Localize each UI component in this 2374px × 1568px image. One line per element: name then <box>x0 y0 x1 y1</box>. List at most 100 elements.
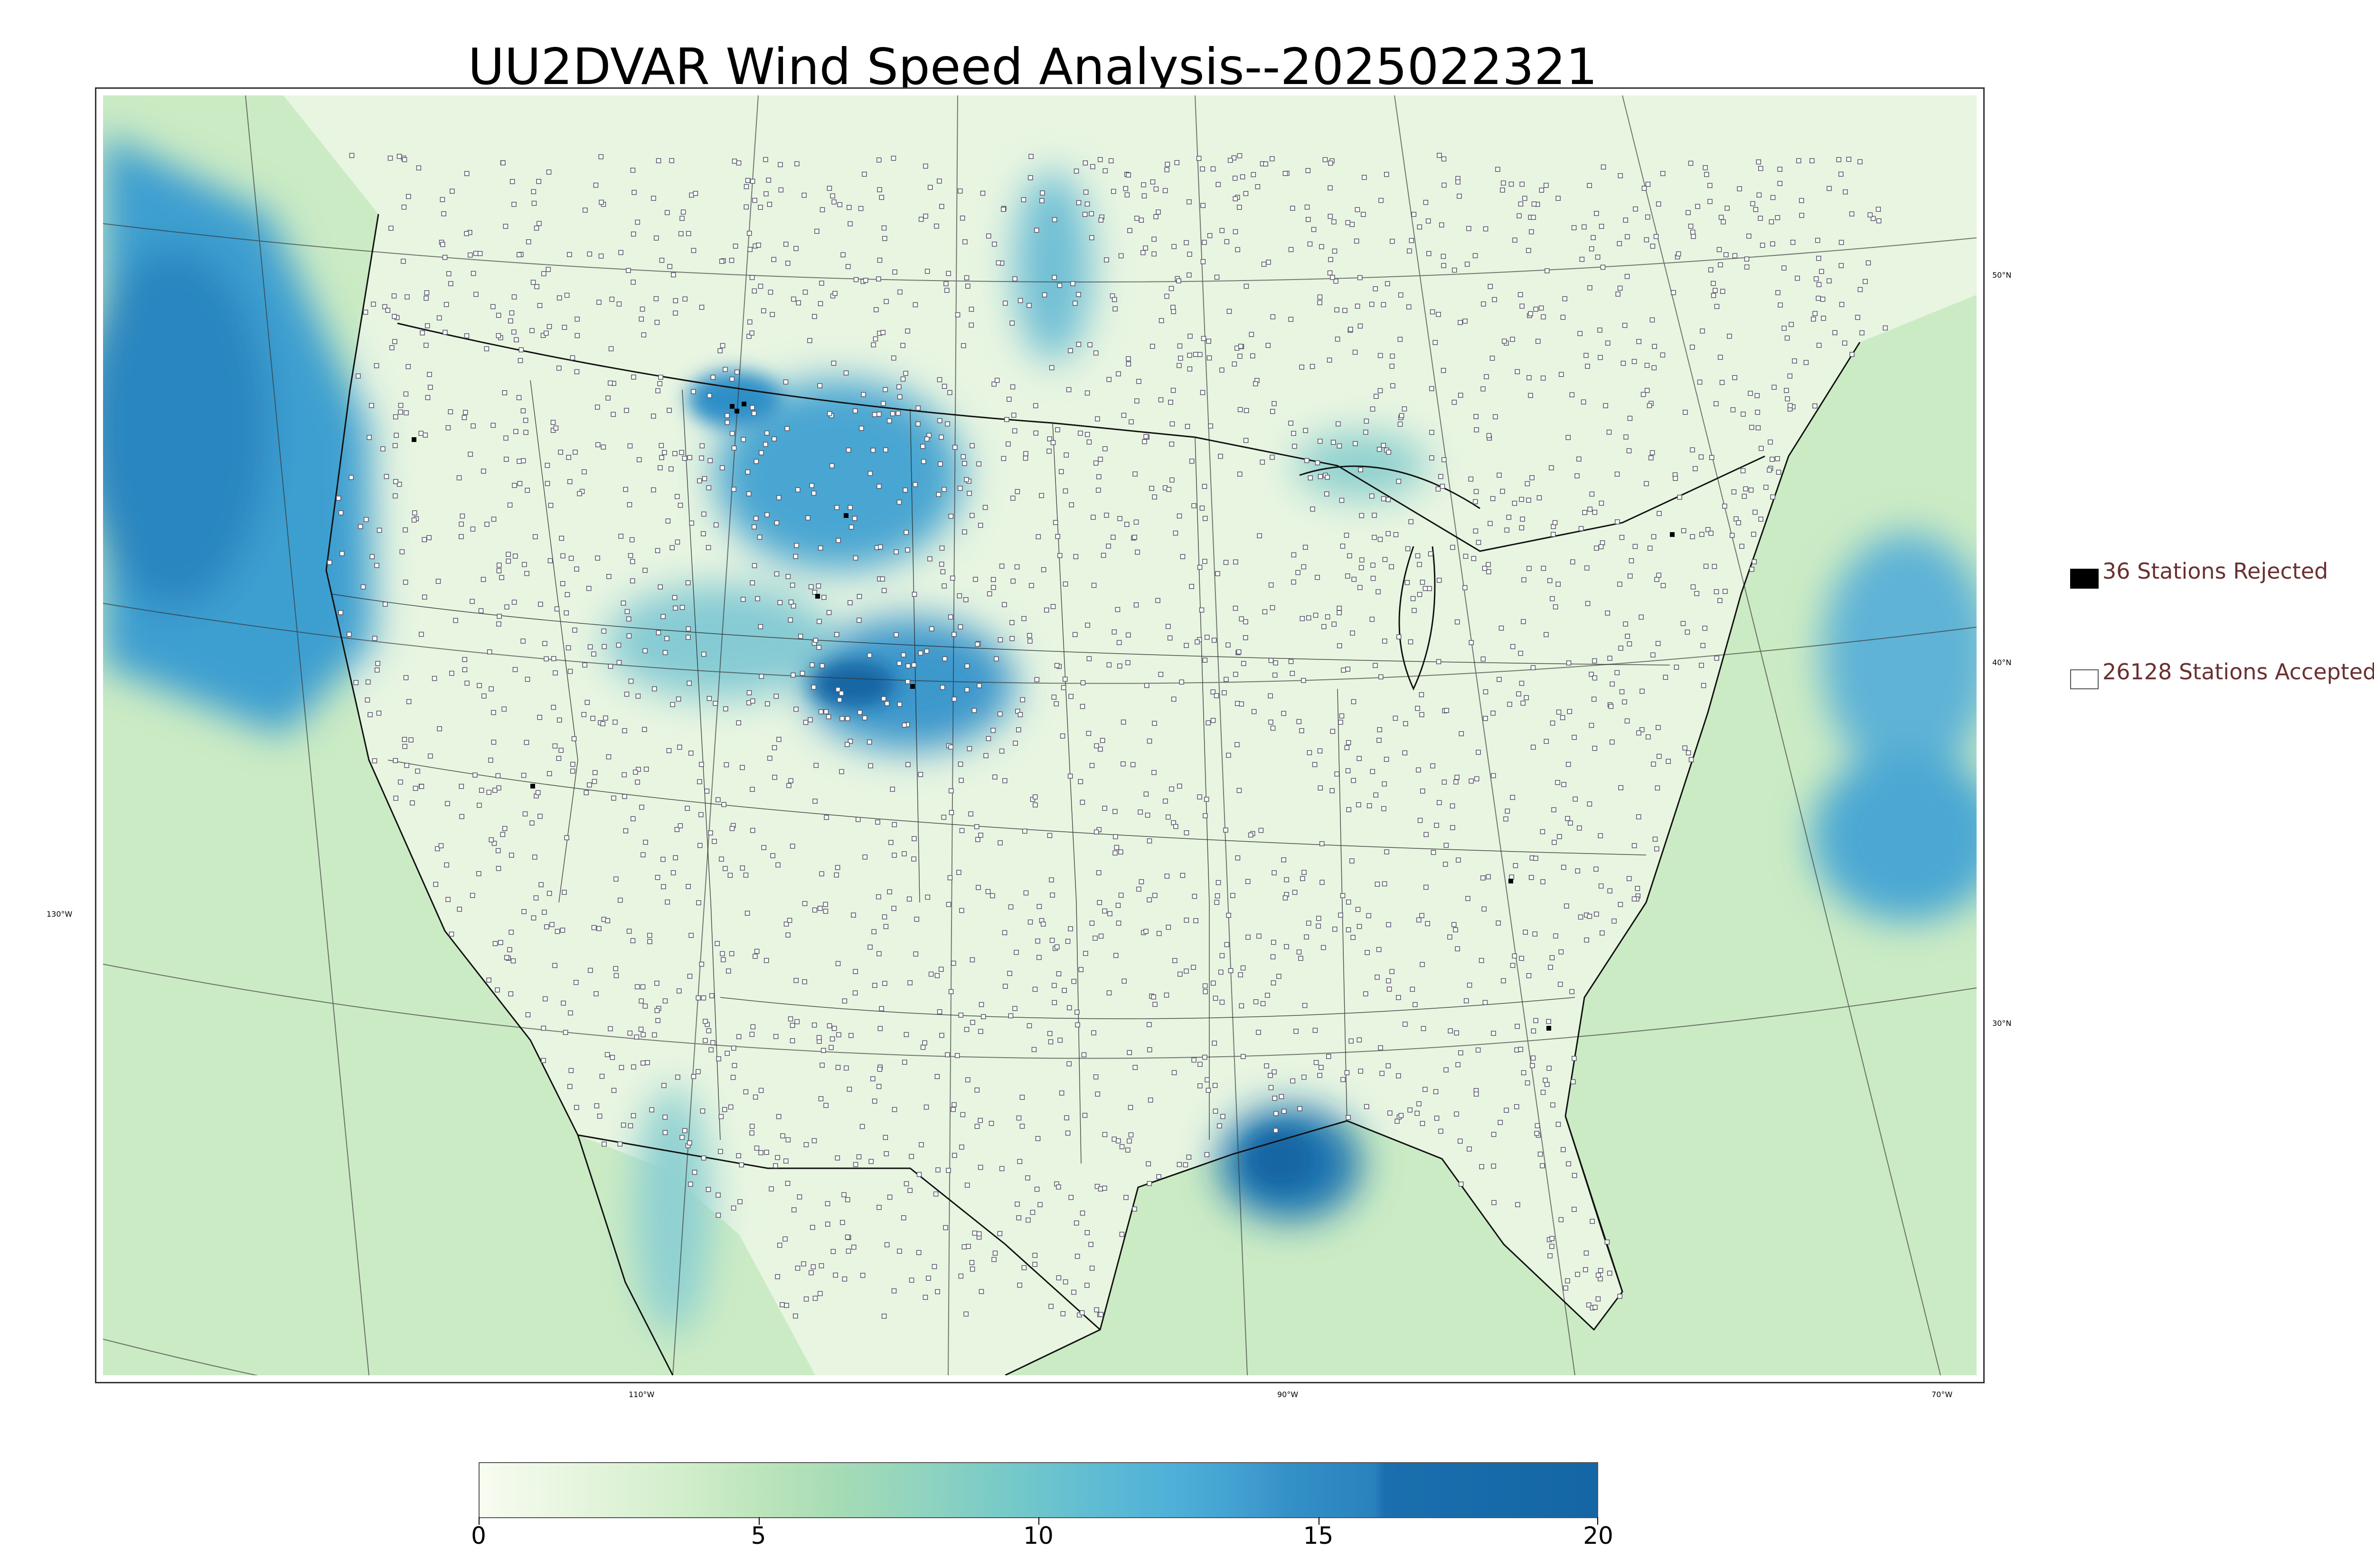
accepted-swatch <box>2070 669 2099 689</box>
station-accepted <box>553 670 558 676</box>
station-accepted <box>676 696 681 702</box>
station-accepted <box>939 545 945 551</box>
station-accepted <box>433 882 439 887</box>
station-accepted <box>1544 739 1549 744</box>
station-accepted <box>367 435 372 440</box>
station-accepted <box>823 909 829 914</box>
station-accepted <box>1505 808 1510 814</box>
station-accepted <box>1153 186 1159 192</box>
station-accepted <box>1605 340 1611 346</box>
station-accepted <box>1032 1253 1038 1258</box>
station-accepted <box>719 465 725 470</box>
station-accepted <box>1703 165 1708 170</box>
station-accepted <box>836 1032 841 1038</box>
station-accepted <box>778 187 784 193</box>
station-accepted <box>1820 297 1826 302</box>
station-accepted <box>1169 477 1175 483</box>
station-accepted <box>1273 660 1278 666</box>
station-accepted <box>582 469 587 475</box>
station-accepted <box>500 832 506 837</box>
station-accepted <box>1423 832 1429 837</box>
station-accepted <box>520 638 526 644</box>
station-accepted <box>909 1277 914 1283</box>
station-accepted <box>1443 843 1449 848</box>
station-accepted <box>1755 425 1761 431</box>
station-accepted <box>741 437 746 442</box>
station-accepted <box>415 769 420 774</box>
station-accepted <box>1159 318 1164 323</box>
station-accepted <box>746 690 752 695</box>
station-accepted <box>470 599 475 604</box>
cb-tick-mark <box>758 1517 760 1525</box>
station-accepted <box>943 281 949 286</box>
station-accepted <box>643 766 649 772</box>
station-accepted <box>739 1162 744 1168</box>
station-accepted <box>635 779 640 785</box>
station-accepted <box>775 862 781 868</box>
station-accepted <box>394 432 399 438</box>
station-accepted <box>1459 1182 1464 1187</box>
station-accepted <box>1325 614 1330 620</box>
station-accepted <box>819 1263 824 1268</box>
station-accepted <box>1417 224 1423 230</box>
station-accepted <box>750 580 755 586</box>
station-accepted <box>982 505 988 510</box>
station-accepted <box>1023 455 1028 461</box>
station-accepted <box>1618 901 1623 907</box>
station-accepted <box>1488 284 1493 289</box>
station-accepted <box>1647 403 1652 408</box>
station-accepted <box>830 1249 836 1254</box>
station-accepted <box>1583 1250 1589 1256</box>
station-accepted <box>1222 690 1227 695</box>
station-accepted <box>1270 454 1275 460</box>
station-accepted <box>957 593 962 599</box>
station-accepted <box>402 157 407 162</box>
station-accepted <box>1515 369 1520 375</box>
station-accepted <box>1531 215 1536 220</box>
station-accepted <box>769 1186 774 1192</box>
station-accepted <box>1777 181 1783 186</box>
station-accepted <box>1403 1022 1408 1027</box>
station-accepted <box>816 583 821 589</box>
station-accepted <box>555 929 560 934</box>
station-accepted <box>1307 750 1312 755</box>
station-accepted <box>658 465 663 470</box>
station-accepted <box>1094 743 1099 749</box>
station-accepted <box>577 491 582 497</box>
station-accepted <box>785 1181 791 1186</box>
station-accepted <box>654 1008 660 1013</box>
station-accepted <box>545 481 550 486</box>
station-accepted <box>882 236 887 241</box>
station-accepted <box>1660 171 1666 176</box>
station-accepted <box>1335 337 1340 342</box>
station-accepted <box>975 641 980 647</box>
station-accepted <box>1114 845 1120 850</box>
station-accepted <box>613 966 619 971</box>
station-accepted <box>1528 393 1533 398</box>
station-accepted <box>803 1142 809 1147</box>
station-accepted <box>1381 806 1386 811</box>
station-accepted <box>814 228 820 234</box>
station-accepted <box>798 633 803 639</box>
station-accepted <box>1220 1114 1225 1119</box>
station-accepted <box>1272 1069 1277 1075</box>
station-accepted <box>1775 215 1780 220</box>
station-accepted <box>1473 489 1479 494</box>
station-accepted <box>1656 725 1661 730</box>
station-accepted <box>1721 219 1726 225</box>
station-accepted <box>1047 833 1053 838</box>
station-accepted <box>775 1274 780 1279</box>
station-accepted <box>1271 939 1276 945</box>
station-accepted <box>1557 982 1563 987</box>
station-accepted <box>1214 900 1220 905</box>
station-accepted <box>1473 499 1478 505</box>
station-accepted <box>1056 971 1062 976</box>
station-accepted <box>406 194 411 199</box>
station-accepted <box>1063 676 1068 682</box>
station-accepted <box>952 1153 957 1158</box>
station-accepted <box>1165 161 1170 167</box>
station-accepted <box>938 967 944 972</box>
parallel-50n <box>103 223 1977 283</box>
accepted-label: 26128 Stations Accepted <box>2102 659 2374 685</box>
station-accepted <box>1410 596 1416 601</box>
